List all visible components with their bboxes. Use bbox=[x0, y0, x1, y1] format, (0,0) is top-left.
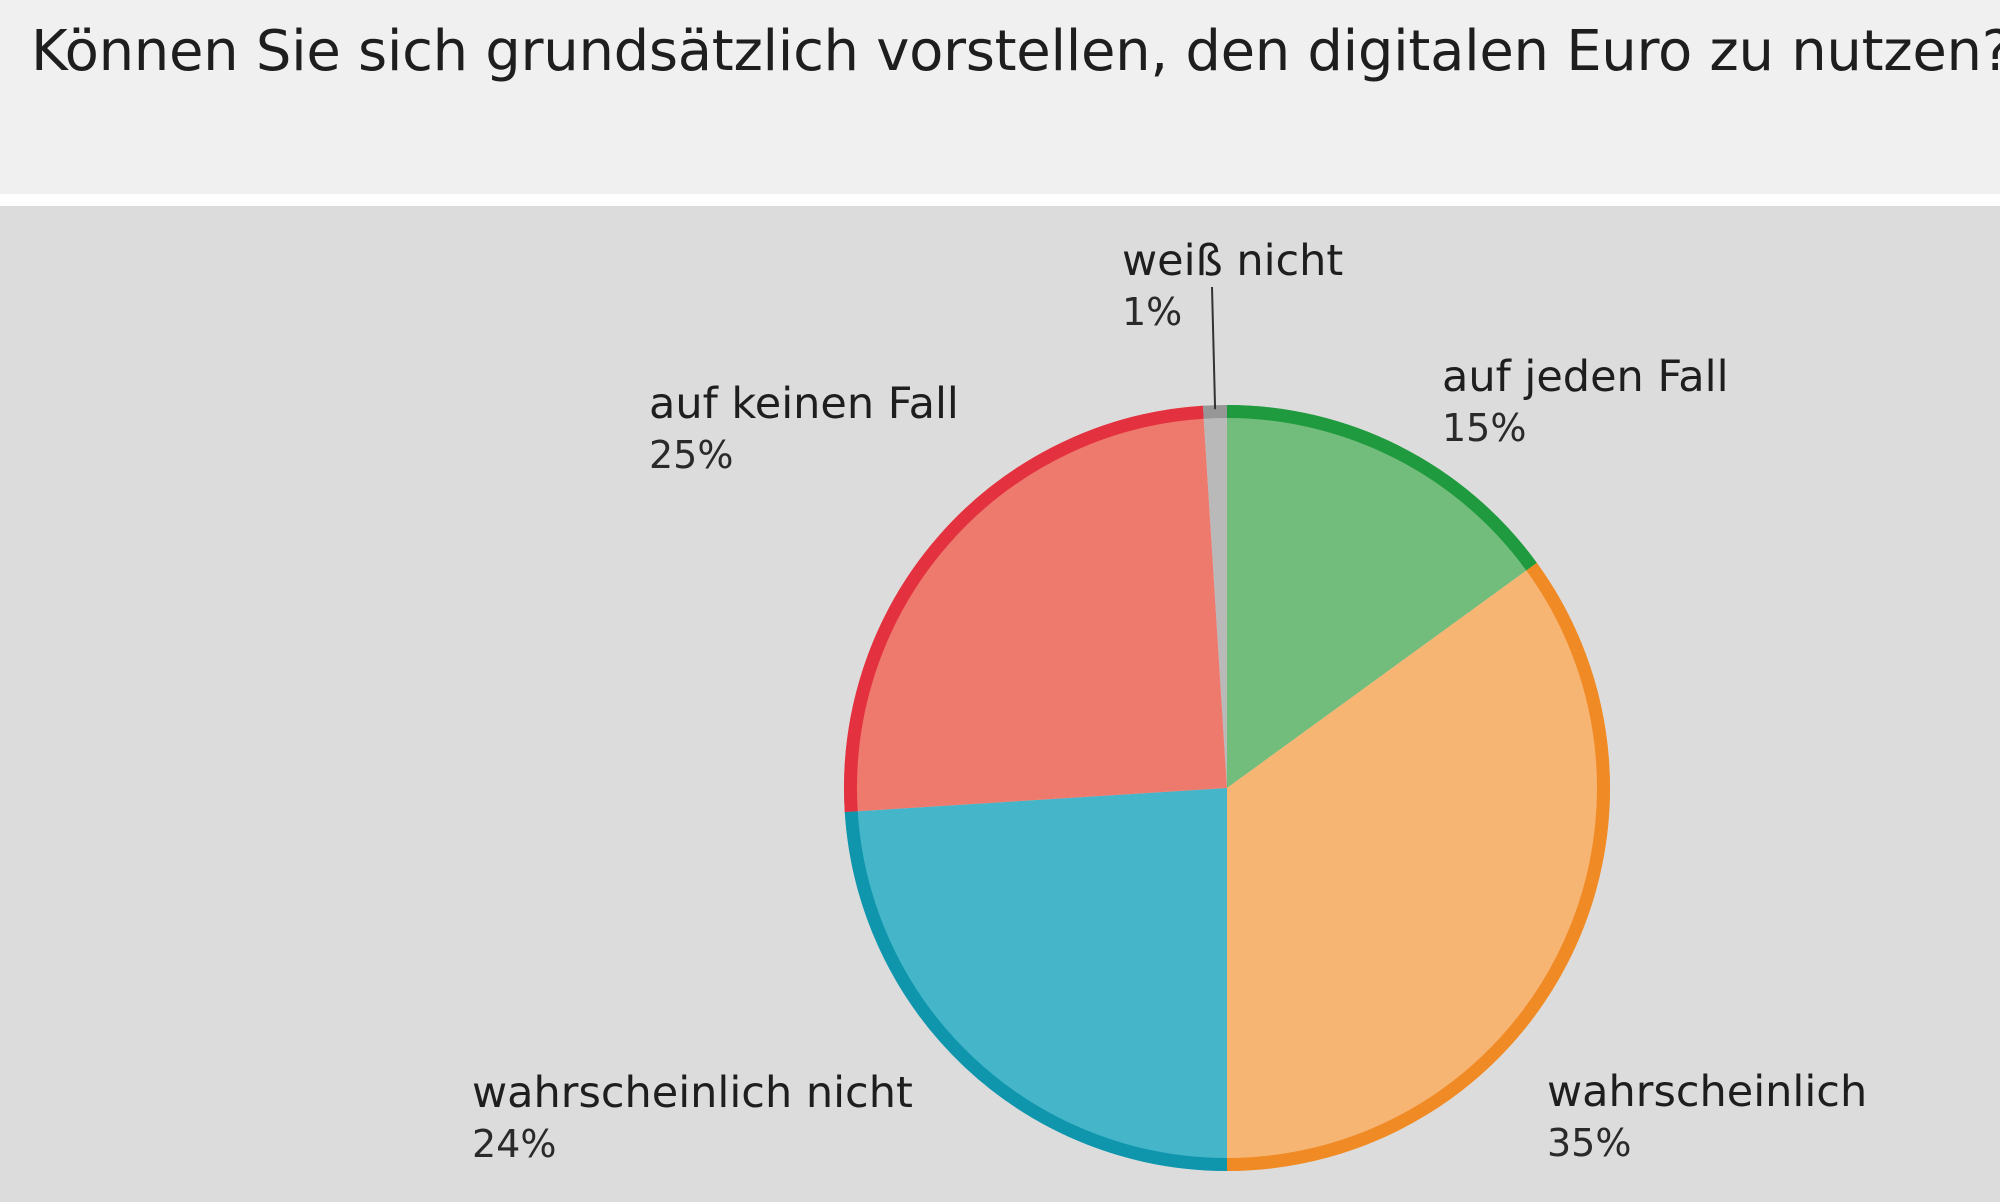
pie-slice-auf-keinen-fall bbox=[844, 405, 1227, 813]
pie-rim-weiss-nicht bbox=[1202, 405, 1228, 419]
chart-title-text: Können Sie sich grundsätzlich vorstellen… bbox=[31, 19, 2000, 84]
pie-slice-weiss-nicht bbox=[1202, 405, 1227, 788]
slice-value-wahrscheinlich-nicht: 24% bbox=[472, 1122, 556, 1166]
pie-rim-wahrscheinlich-nicht bbox=[844, 811, 1228, 1171]
slice-name-weiss-nicht: weiß nicht bbox=[1122, 236, 1343, 286]
slice-name-auf-jeden-fall: auf jeden Fall bbox=[1442, 352, 1729, 402]
slice-value-wahrscheinlich: 35% bbox=[1547, 1121, 1631, 1165]
pie-slice-wahrscheinlich bbox=[1227, 562, 1610, 1171]
slice-value-auf-jeden-fall: 15% bbox=[1442, 406, 1526, 450]
slice-name-wahrscheinlich: wahrscheinlich bbox=[1547, 1067, 1867, 1117]
header-divider bbox=[0, 194, 2000, 206]
slice-name-auf-keinen-fall: auf keinen Fall bbox=[649, 379, 959, 429]
pie-slice-wahrscheinlich-nicht bbox=[844, 788, 1227, 1171]
slice-name-wahrscheinlich-nicht: wahrscheinlich nicht bbox=[472, 1068, 913, 1118]
slice-value-auf-keinen-fall: 25% bbox=[649, 433, 733, 477]
pie-rim-auf-keinen-fall bbox=[844, 405, 1204, 813]
pie-rim-auf-jeden-fall bbox=[1226, 405, 1537, 571]
chart-title: Können Sie sich grundsätzlich vorstellen… bbox=[31, 16, 2000, 88]
title-bar: Können Sie sich grundsätzlich vorstellen… bbox=[0, 0, 2000, 194]
pie-slice-auf-jeden-fall bbox=[1227, 405, 1537, 788]
pie-rim-wahrscheinlich bbox=[1226, 562, 1610, 1171]
slice-value-weiss-nicht: 1% bbox=[1122, 290, 1182, 334]
leader-line-weiss-nicht bbox=[1211, 286, 1217, 410]
